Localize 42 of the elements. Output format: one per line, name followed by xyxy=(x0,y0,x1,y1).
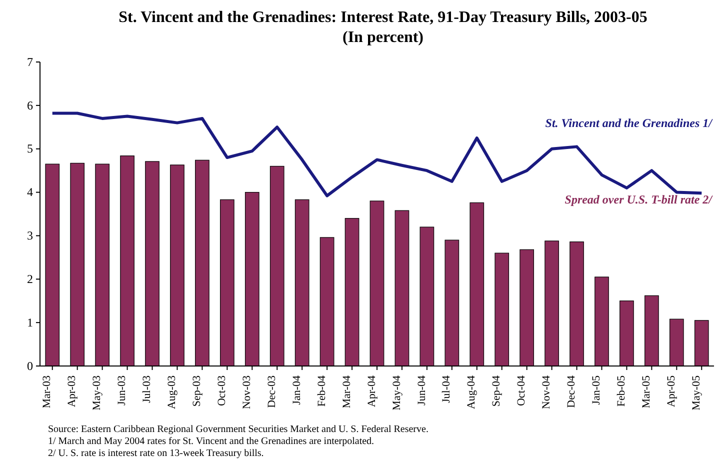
x-tick-label: Apr-03 xyxy=(66,375,78,408)
chart-subtitle: (In percent) xyxy=(342,29,424,46)
x-tick-label: May-03 xyxy=(91,375,104,410)
x-tick-label: May-04 xyxy=(390,375,403,410)
x-tick-label: Sep-03 xyxy=(190,375,203,407)
x-tick-label: Aug-04 xyxy=(466,375,478,410)
y-tick-label: 7 xyxy=(27,54,33,69)
source-note: Source: Eastern Caribbean Regional Government Securities Market and U. S. Federal Reserve. xyxy=(48,424,428,435)
x-tick-label: Sep-04 xyxy=(490,375,503,407)
x-tick-label: Dec-04 xyxy=(566,375,578,408)
text: 2/ U. S. rate is interest rate on 13-week Treasury bills. xyxy=(48,448,264,459)
x-tick-label: Jul-04 xyxy=(440,375,453,403)
x-tick-label: Mar-03 xyxy=(41,375,54,408)
x-tick-label: Mar-05 xyxy=(640,375,652,408)
x-tick-label: Dec-03 xyxy=(266,375,278,408)
y-tick-label: 2 xyxy=(27,272,33,286)
x-tick-label: Jun-04 xyxy=(416,375,428,406)
x-tick-label: Apr-05 xyxy=(665,375,678,408)
y-tick-label: 1 xyxy=(27,315,33,330)
x-tick-label: Mar-04 xyxy=(340,375,353,408)
y-tick-label: 5 xyxy=(27,142,33,156)
x-tick-label: Jun-03 xyxy=(116,375,128,406)
x-tick-label: Nov-03 xyxy=(240,375,253,410)
x-tick-label: Feb-04 xyxy=(316,375,328,407)
x-tick-label: May-05 xyxy=(690,375,702,410)
x-tick-label: Aug-03 xyxy=(166,375,178,410)
x-tick-label: Oct-03 xyxy=(216,375,228,406)
x-tick-label: Jul-03 xyxy=(141,375,154,403)
series-label: St. Vincent and the Grenadines 1/ xyxy=(545,116,714,130)
y-tick-label: 0 xyxy=(27,358,33,373)
x-tick-label: Jan-04 xyxy=(290,375,303,405)
y-tick-label: 4 xyxy=(27,185,33,200)
x-tick-label: Apr-04 xyxy=(366,375,378,408)
chart-title: St. Vincent and the Grenadines: Interest Rate, 91-Day Treasury Bills, 2003-05 xyxy=(118,9,648,26)
text: 1/ March and May 2004 rates for St. Vincent and the Grenadines are interpolated. xyxy=(48,436,374,447)
y-tick-label: 3 xyxy=(27,228,33,243)
x-tick-label: Jan-05 xyxy=(590,375,603,405)
x-tick-label: Feb-05 xyxy=(616,375,628,407)
x-tick-label: Oct-04 xyxy=(516,375,528,406)
text: Spread over U.S. T-bill rate 2/ xyxy=(564,192,714,206)
x-tick-label: Nov-04 xyxy=(540,375,553,410)
y-tick-label: 6 xyxy=(27,98,33,112)
